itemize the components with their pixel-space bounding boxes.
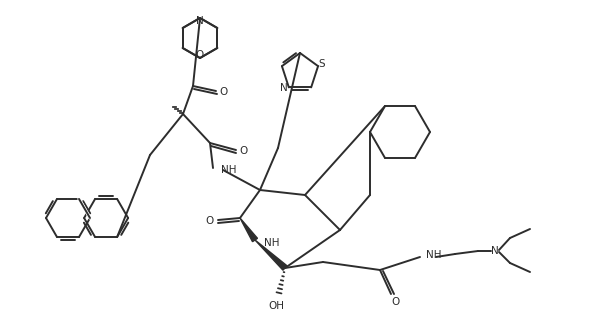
Text: O: O: [240, 146, 248, 156]
Text: N: N: [491, 246, 499, 256]
Polygon shape: [255, 240, 287, 270]
Text: NH: NH: [264, 238, 280, 248]
Text: O: O: [392, 297, 400, 307]
Text: NH: NH: [221, 165, 236, 175]
Text: N: N: [280, 83, 288, 93]
Text: O: O: [220, 87, 228, 97]
Text: O: O: [206, 216, 214, 226]
Text: S: S: [319, 59, 325, 69]
Text: N: N: [196, 16, 204, 26]
Text: O: O: [196, 50, 204, 60]
Text: NH: NH: [426, 250, 441, 260]
Text: OH: OH: [268, 301, 284, 311]
Polygon shape: [240, 218, 258, 242]
